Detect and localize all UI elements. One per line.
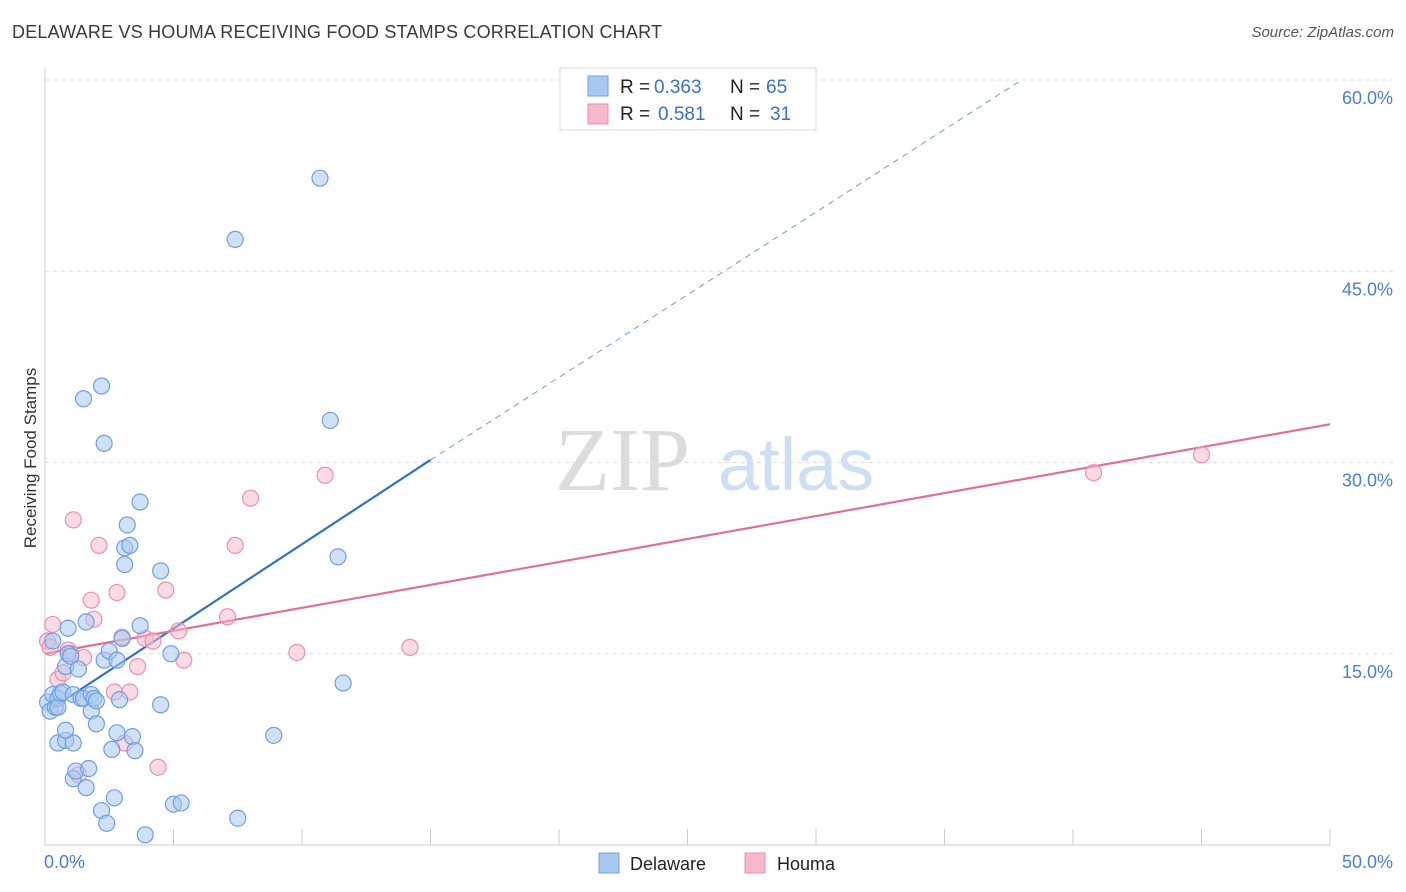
legend-n-label-houma: N = bbox=[730, 104, 760, 125]
houma-point-21 bbox=[149, 758, 167, 776]
delaware-point-50 bbox=[131, 493, 149, 511]
delaware-point-41 bbox=[110, 691, 129, 709]
houma-point-12 bbox=[90, 536, 108, 554]
delaware-point-47 bbox=[123, 728, 141, 746]
legend-n-value-delaware: 65 bbox=[766, 77, 787, 98]
houma-point-18 bbox=[128, 657, 147, 676]
houma-point-26 bbox=[226, 536, 244, 554]
delaware-point-62 bbox=[329, 548, 347, 566]
legend-r-value-houma: 0.581 bbox=[658, 104, 706, 125]
houma-point-31 bbox=[1084, 464, 1103, 482]
top-legend: R = 0.363 N = 65 R = 0.581 N = 31 bbox=[559, 67, 817, 131]
chart-source: Source: ZipAtlas.com bbox=[1251, 24, 1394, 41]
houma-point-10 bbox=[82, 591, 100, 609]
delaware-point-39 bbox=[108, 724, 126, 742]
delaware-point-63 bbox=[334, 674, 352, 692]
delaware-point-37 bbox=[103, 740, 121, 758]
houma-point-23 bbox=[170, 622, 188, 640]
houma-point-25 bbox=[218, 608, 237, 626]
delaware-point-51 bbox=[136, 826, 154, 844]
delaware-point-19 bbox=[69, 660, 88, 678]
delaware-point-44 bbox=[116, 555, 134, 574]
houma-point-27 bbox=[242, 489, 260, 507]
houma-point-7 bbox=[64, 511, 82, 529]
delaware-point-45 bbox=[118, 516, 136, 534]
watermark: ZIP atlas bbox=[555, 411, 874, 510]
houma-point-32 bbox=[1192, 446, 1211, 464]
houma-trendline bbox=[44, 423, 1331, 655]
delaware-point-23 bbox=[77, 613, 95, 631]
delaware-trendline-dashed bbox=[430, 79, 1022, 461]
delaware-point-22 bbox=[74, 390, 93, 408]
delaware-point-53 bbox=[152, 696, 170, 714]
delaware-point-58 bbox=[229, 809, 247, 827]
delaware-point-17 bbox=[64, 734, 82, 752]
watermark-atlas: atlas bbox=[718, 423, 874, 506]
delaware-trendline-solid bbox=[46, 459, 432, 713]
legend-r-label-delaware: R = bbox=[620, 77, 650, 98]
houma-point-20 bbox=[144, 632, 162, 650]
y-tick-label-2: 45.0% bbox=[1342, 279, 1393, 299]
delaware-point-35 bbox=[98, 814, 116, 832]
legend-swatch-houma bbox=[587, 103, 609, 125]
watermark-zip: ZIP bbox=[555, 411, 690, 510]
delaware-point-34 bbox=[95, 434, 113, 452]
delaware-point-61 bbox=[321, 411, 339, 430]
delaware-point-52 bbox=[152, 562, 170, 580]
delaware-point-54 bbox=[162, 645, 180, 663]
delaware-point-30 bbox=[87, 715, 106, 733]
houma-trendline-solid bbox=[44, 423, 1331, 655]
legend-r-value-delaware: 0.363 bbox=[654, 77, 702, 98]
legend-swatch-delaware bbox=[587, 75, 609, 97]
gridlines bbox=[45, 79, 1395, 655]
y-tick-label-0: 15.0% bbox=[1342, 662, 1393, 682]
delaware-trendline bbox=[46, 79, 1022, 713]
delaware-point-42 bbox=[113, 629, 131, 648]
delaware-point-49 bbox=[131, 617, 149, 635]
delaware-point-56 bbox=[172, 794, 190, 812]
x-tick-labels: 0.0% 50.0% bbox=[44, 852, 1393, 872]
delaware-point-12 bbox=[59, 619, 77, 637]
delaware-points bbox=[38, 169, 352, 844]
delaware-point-24 bbox=[77, 779, 95, 797]
houma-point-29 bbox=[316, 466, 334, 484]
delaware-point-40 bbox=[108, 651, 126, 669]
y-tick-label-3: 60.0% bbox=[1342, 88, 1393, 108]
delaware-point-38 bbox=[105, 789, 123, 807]
y-axis-label: Receiving Food Stamps bbox=[21, 368, 40, 548]
y-tick-label-1: 30.0% bbox=[1342, 471, 1393, 491]
delaware-point-25 bbox=[80, 759, 98, 778]
houma-point-22 bbox=[157, 581, 175, 599]
delaware-point-48 bbox=[126, 742, 144, 760]
x-tick-label-1: 50.0% bbox=[1342, 852, 1393, 872]
delaware-point-59 bbox=[265, 726, 283, 744]
delaware-point-64 bbox=[56, 721, 75, 739]
delaware-point-57 bbox=[226, 230, 244, 248]
delaware-point-29 bbox=[87, 692, 106, 710]
delaware-point-6 bbox=[49, 698, 67, 716]
delaware-point-14 bbox=[62, 647, 80, 665]
bottom-legend: Delaware Houma bbox=[598, 852, 836, 874]
delaware-point-46 bbox=[121, 536, 139, 554]
delaware-point-60 bbox=[311, 169, 329, 187]
houma-point-28 bbox=[288, 643, 306, 662]
x-tick-label-0: 0.0% bbox=[44, 852, 85, 872]
y-tick-labels: 15.0% 30.0% 45.0% 60.0% bbox=[1342, 88, 1393, 682]
houma-point-14 bbox=[108, 583, 126, 602]
bottom-legend-label-houma: Houma bbox=[777, 854, 836, 874]
houma-point-30 bbox=[401, 638, 419, 656]
bottom-legend-swatch-delaware bbox=[598, 852, 620, 874]
legend-n-value-houma: 31 bbox=[770, 104, 791, 125]
chart-title: DELAWARE VS HOUMA RECEIVING FOOD STAMPS … bbox=[12, 22, 663, 42]
delaware-point-3 bbox=[44, 632, 62, 650]
bottom-legend-swatch-houma bbox=[744, 852, 766, 874]
houma-point-2 bbox=[44, 615, 62, 634]
delaware-point-31 bbox=[92, 377, 111, 395]
legend-r-label-houma: R = bbox=[620, 104, 650, 125]
legend-n-label-delaware: N = bbox=[730, 77, 760, 98]
bottom-legend-label-delaware: Delaware bbox=[630, 854, 706, 874]
